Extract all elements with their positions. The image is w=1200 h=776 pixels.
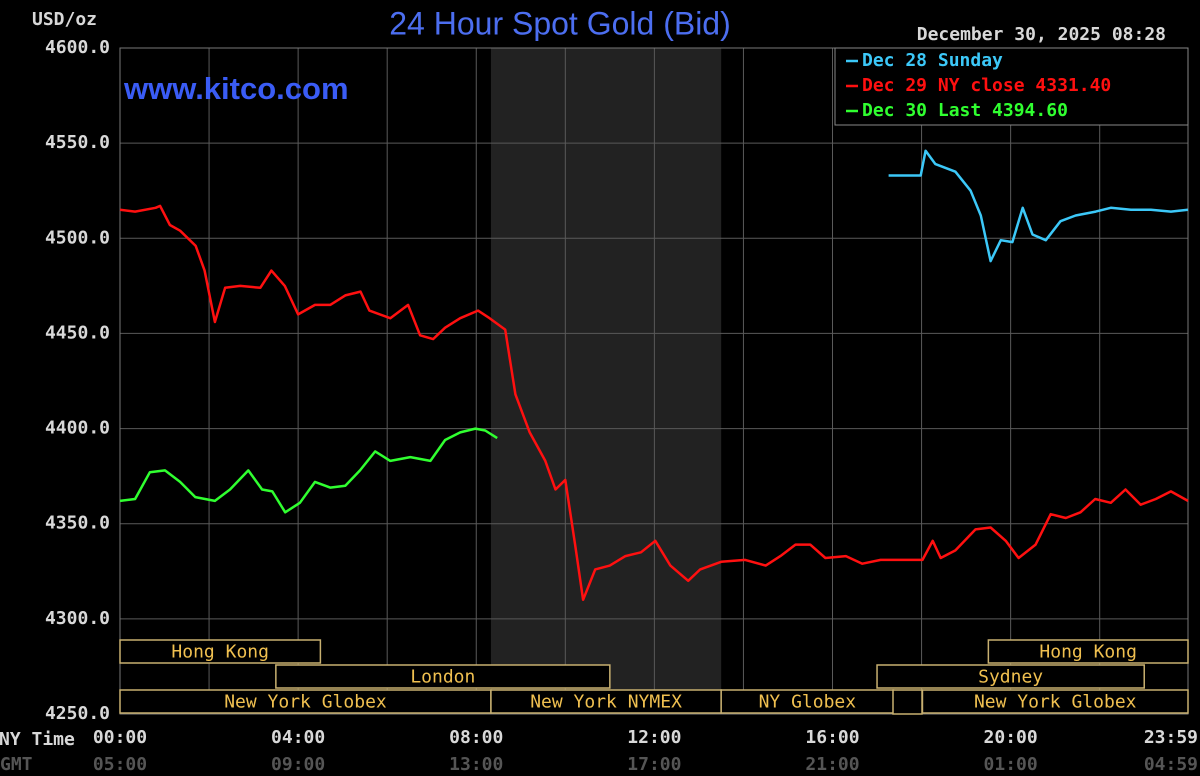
price-line <box>119 204 1189 602</box>
session-gap <box>892 689 923 715</box>
y-tick-label: 4250.0 <box>45 703 110 724</box>
session-label: NY Globex <box>759 692 857 713</box>
x-row-label: NY Time <box>0 729 75 750</box>
y-axis-label: USD/oz <box>32 9 97 30</box>
legend-label: Dec 29 NY close 4331.40 <box>862 75 1111 96</box>
session-label: Sydney <box>978 667 1043 688</box>
x-tick-label: 23:59 <box>1144 727 1198 748</box>
y-tick-label: 4450.0 <box>45 322 110 343</box>
session-label: Hong Kong <box>171 642 269 663</box>
session-label: New York NYMEX <box>530 692 682 713</box>
y-tick-label: 4600.0 <box>45 37 110 58</box>
x-tick-label-gmt: 21:00 <box>805 754 859 775</box>
session-label: New York Globex <box>224 692 387 713</box>
x-tick-label: 00:00 <box>93 727 147 748</box>
plot-background <box>119 47 1189 715</box>
x-tick-label-gmt: 01:00 <box>984 754 1038 775</box>
x-tick-label-gmt: 17:00 <box>627 754 681 775</box>
session-label: New York Globex <box>974 692 1137 713</box>
session-bar <box>275 664 611 689</box>
x-tick-label: 04:00 <box>271 727 325 748</box>
price-line <box>888 149 1189 263</box>
legend-label: Dec 28 Sunday <box>862 50 1003 71</box>
x-tick-label: 08:00 <box>449 727 503 748</box>
y-tick-label: 4500.0 <box>45 227 110 248</box>
chart-title: 24 Hour Spot Gold (Bid) <box>389 5 731 41</box>
legend-label: Dec 30 Last 4394.60 <box>862 100 1068 121</box>
plot-frame <box>119 47 1189 715</box>
session-label: Hong Kong <box>1039 642 1137 663</box>
price-line <box>119 427 498 514</box>
session-bar <box>119 639 322 664</box>
shaded-region <box>490 48 722 714</box>
x-tick-label: 20:00 <box>984 727 1038 748</box>
y-tick-label: 4550.0 <box>45 132 110 153</box>
x-tick-label-gmt: 09:00 <box>271 754 325 775</box>
y-tick-label: 4350.0 <box>45 513 110 534</box>
legend-box <box>834 47 1189 126</box>
timestamp: December 30, 2025 08:28 <box>917 24 1166 45</box>
x-tick-label-gmt: 13:00 <box>449 754 503 775</box>
y-tick-label: 4400.0 <box>45 418 110 439</box>
x-row-label: GMT <box>0 754 33 775</box>
x-tick-label: 12:00 <box>627 727 681 748</box>
x-tick-label-gmt: 04:59 <box>1144 754 1198 775</box>
x-tick-label-gmt: 05:00 <box>93 754 147 775</box>
y-tick-label: 4300.0 <box>45 608 110 629</box>
session-label: London <box>410 667 475 688</box>
watermark: www.kitco.com <box>123 71 349 106</box>
session-bar <box>987 639 1189 664</box>
session-bar <box>876 664 1145 689</box>
x-tick-label: 16:00 <box>805 727 859 748</box>
